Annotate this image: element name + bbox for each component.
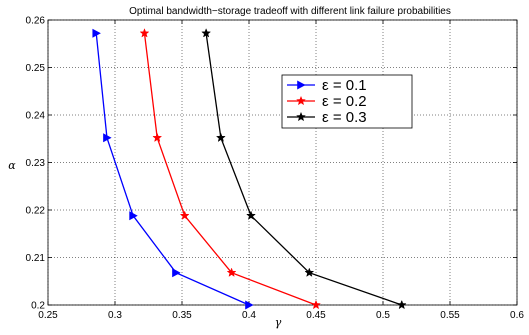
data-point-marker bbox=[201, 28, 212, 38]
data-point-marker bbox=[396, 299, 407, 310]
x-tick-label: 0.45 bbox=[306, 310, 326, 321]
axes: 0.25 0.3 0.35 0.4 0.45 0.5 0.55 0.6 0.2 0.21 0.22 0… bbox=[26, 16, 525, 322]
legend: ε = 0.1ε = 0.2ε = 0.3 bbox=[281, 74, 413, 129]
grid bbox=[47, 19, 518, 306]
x-tick-label: 0.3 bbox=[108, 310, 122, 321]
series-1 bbox=[92, 28, 254, 310]
legend-item: ε = 0.1 bbox=[287, 77, 367, 94]
data-point-marker bbox=[172, 268, 181, 278]
series-2 bbox=[139, 28, 321, 310]
y-tick-label: 0.24 bbox=[26, 111, 46, 122]
data-point-marker bbox=[297, 80, 306, 90]
data-point-marker bbox=[92, 28, 101, 38]
y-tick-label: 0.2 bbox=[31, 301, 45, 312]
x-tick-label: 0.35 bbox=[172, 310, 192, 321]
data-point-marker bbox=[139, 28, 150, 38]
y-tick-label: 0.26 bbox=[26, 16, 46, 27]
data-point-marker bbox=[152, 132, 163, 143]
legend-label: ε = 0.3 bbox=[322, 109, 367, 126]
x-axis-label: γ bbox=[275, 316, 282, 329]
y-tick-label: 0.23 bbox=[26, 158, 46, 169]
data-point-marker bbox=[304, 267, 315, 277]
x-tick-label: 0.55 bbox=[440, 310, 460, 321]
data-point-marker bbox=[246, 210, 256, 220]
y-tick-label: 0.21 bbox=[26, 253, 46, 264]
x-tick-label: 0.4 bbox=[242, 310, 256, 321]
series-3 bbox=[201, 28, 407, 310]
data-point-marker bbox=[311, 299, 321, 310]
data-point-marker bbox=[215, 132, 226, 143]
x-tick-label: 0.25 bbox=[38, 310, 58, 321]
series-line bbox=[95, 33, 250, 306]
data-point-marker bbox=[129, 211, 138, 221]
y-axis-label: α bbox=[8, 159, 16, 172]
y-tick-label: 0.25 bbox=[26, 63, 46, 74]
series-group bbox=[92, 28, 407, 310]
legend-label: ε = 0.2 bbox=[322, 93, 367, 110]
x-tick-label: 0.6 bbox=[510, 310, 524, 321]
series-line bbox=[205, 33, 402, 306]
data-point-marker bbox=[296, 95, 306, 106]
chart-title: Optimal bandwidth−storage tradeoff with … bbox=[129, 6, 451, 17]
data-point-marker bbox=[103, 133, 112, 143]
y-tick-label: 0.22 bbox=[26, 206, 46, 217]
legend-label: ε = 0.1 bbox=[322, 77, 367, 94]
data-point-marker bbox=[179, 210, 190, 220]
legend-item: ε = 0.3 bbox=[287, 109, 367, 126]
data-point-marker bbox=[226, 267, 237, 277]
x-tick-label: 0.5 bbox=[376, 310, 390, 321]
data-point-marker bbox=[296, 111, 306, 122]
data-point-marker bbox=[245, 300, 254, 310]
legend-item: ε = 0.2 bbox=[287, 93, 367, 110]
